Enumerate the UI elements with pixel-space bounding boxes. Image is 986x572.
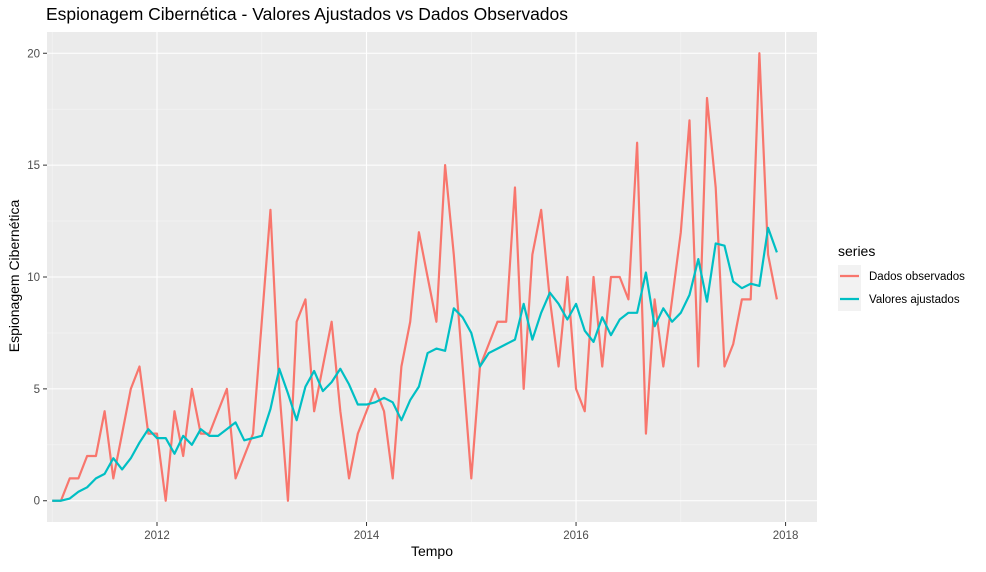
legend-label: Valores ajustados <box>869 294 960 306</box>
x-tick-label: 2014 <box>354 530 380 542</box>
legend-label: Dados observados <box>869 271 965 283</box>
legend-title: series <box>838 243 875 259</box>
series-line-fitted <box>52 226 778 502</box>
x-tick-label: 2012 <box>144 530 170 542</box>
chart-title: Espionagem Cibernética - Valores Ajustad… <box>46 4 568 24</box>
gridlines <box>47 32 817 522</box>
legend: series Dados observados Valores ajustados <box>838 243 965 311</box>
y-tick-label: 15 <box>27 160 40 172</box>
x-tick-label: 2018 <box>773 530 799 542</box>
y-tick-label: 10 <box>27 272 40 284</box>
series-line-observed <box>52 52 778 502</box>
y-tick-label: 20 <box>27 48 40 60</box>
series-lines <box>52 52 778 502</box>
y-axis-label: Espionagem Cibernética <box>6 200 22 353</box>
y-tick-label: 5 <box>34 384 40 396</box>
axes: 0 5 10 15 20 2012 2014 2016 2018 <box>27 48 798 542</box>
x-axis-label: Tempo <box>411 543 453 559</box>
y-tick-label: 0 <box>34 496 40 508</box>
x-tick-label: 2016 <box>563 530 589 542</box>
